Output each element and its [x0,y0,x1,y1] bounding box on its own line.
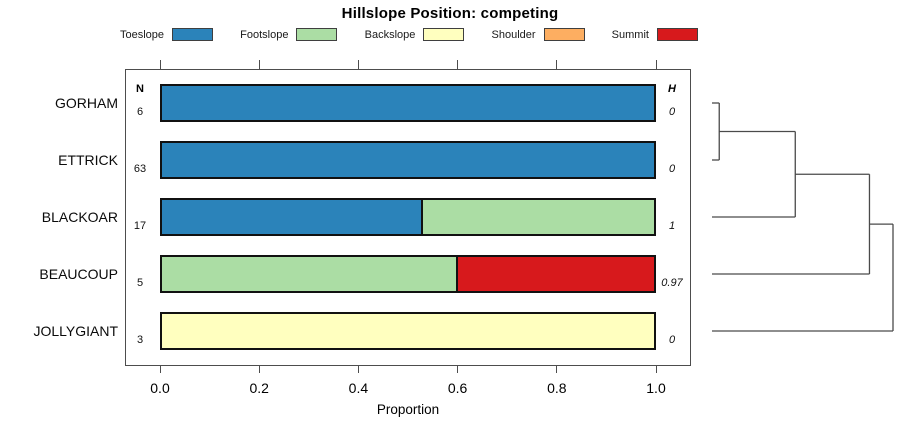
bar-segment-toeslope [160,84,656,122]
x-axis-label: Proportion [376,402,440,417]
x-tick-label: 0.0 [150,380,170,396]
n-value: 6 [136,106,144,118]
x-tick-bottom [655,366,657,373]
n-column-header: N [136,83,144,95]
category-label-beaucoup: BEAUCOUP [39,266,118,282]
legend: Toeslope Footslope Backslope Shoulder Summit [120,27,698,42]
category-label-blackoar: BLACKOAR [41,209,118,225]
x-tick-label: 0.8 [547,380,567,396]
legend-swatch-shoulder [543,28,585,41]
legend-swatch-backslope [423,28,465,41]
h-value: 0 [668,106,676,118]
x-tick-bottom [457,366,459,373]
n-value: 63 [133,163,147,175]
x-tick-top [655,60,657,69]
h-value: 0 [668,163,676,175]
bar-segment-summit [456,255,656,293]
bar-beaucoup [160,255,656,293]
legend-label: Summit [611,28,649,41]
legend-swatch-summit [656,28,698,41]
chart-title: Hillslope Position: competing [341,5,559,22]
legend-item-summit: Summit [612,28,698,41]
h-column-header: H [668,83,676,95]
legend-label: Footslope [240,28,289,41]
x-tick-bottom [556,366,558,373]
x-tick-top [258,60,260,69]
bar-blackoar [160,198,656,236]
x-tick-bottom [258,366,260,373]
bar-segment-toeslope [160,198,423,236]
x-tick-top [159,60,161,69]
x-tick-label: 0.6 [447,380,468,396]
n-value: 3 [136,334,144,346]
legend-label: Toeslope [120,28,165,41]
category-label-ettrick: ETTRICK [58,152,118,168]
bar-gorham [160,84,656,122]
legend-item-toeslope: Toeslope [120,28,214,41]
x-tick-top [457,60,459,69]
x-tick-label: 1.0 [646,380,666,396]
bar-segment-footslope [421,198,656,236]
h-value: 0.97 [661,277,683,289]
bar-segment-toeslope [160,141,656,179]
category-label-gorham: GORHAM [55,95,118,111]
legend-item-footslope: Footslope [240,28,338,41]
legend-item-backslope: Backslope [365,28,465,41]
x-tick-top [556,60,558,69]
x-tick-bottom [357,366,359,373]
legend-label: Backslope [364,28,416,41]
x-tick-bottom [159,366,161,373]
legend-swatch-footslope [296,28,338,41]
bar-ettrick [160,141,656,179]
n-value: 5 [136,277,144,289]
category-label-jollygiant: JOLLYGIANT [33,323,118,339]
bar-segment-backslope [160,312,656,350]
legend-label: Shoulder [491,28,536,41]
x-tick-label: 0.2 [249,380,269,396]
x-tick-top [357,60,359,69]
bar-jollygiant [160,312,656,350]
h-value: 0 [668,334,676,346]
legend-swatch-toeslope [172,28,214,41]
bar-segment-footslope [160,255,458,293]
x-tick-label: 0.4 [348,380,369,396]
n-value: 17 [133,220,147,232]
legend-item-shoulder: Shoulder [492,28,585,41]
h-value: 1 [668,220,676,232]
